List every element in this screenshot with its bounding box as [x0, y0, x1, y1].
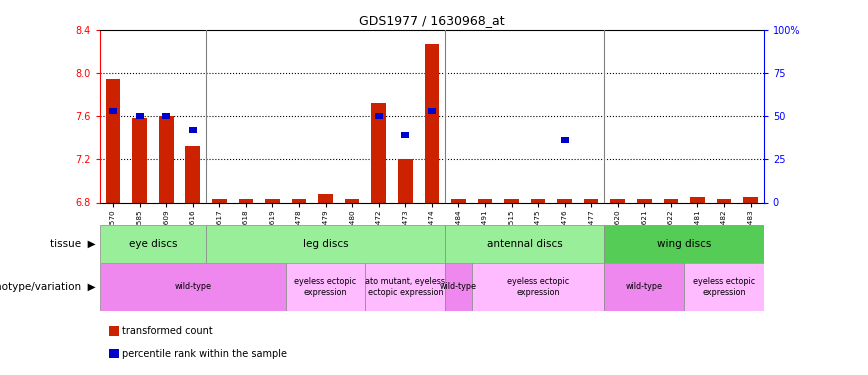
- Text: leg discs: leg discs: [303, 239, 348, 249]
- Text: transformed count: transformed count: [122, 326, 213, 336]
- Bar: [319, 194, 333, 202]
- Title: GDS1977 / 1630968_at: GDS1977 / 1630968_at: [359, 15, 504, 27]
- Bar: [445, 225, 604, 262]
- Bar: [584, 199, 599, 202]
- Bar: [372, 104, 386, 202]
- Bar: [109, 108, 117, 114]
- Text: percentile rank within the sample: percentile rank within the sample: [122, 349, 286, 358]
- Bar: [717, 199, 732, 202]
- Bar: [401, 132, 409, 138]
- Bar: [428, 108, 436, 114]
- Text: wing discs: wing discs: [657, 239, 712, 249]
- Bar: [504, 199, 519, 202]
- Bar: [239, 199, 253, 202]
- Bar: [604, 225, 764, 262]
- Bar: [186, 146, 201, 202]
- Text: eyeless ectopic
expression: eyeless ectopic expression: [294, 277, 357, 297]
- Text: tissue  ▶: tissue ▶: [49, 239, 95, 249]
- Bar: [445, 262, 471, 311]
- Bar: [743, 197, 758, 202]
- Bar: [663, 199, 678, 202]
- Text: ato mutant, eyeless
ectopic expression: ato mutant, eyeless ectopic expression: [365, 277, 445, 297]
- Bar: [265, 199, 279, 202]
- Bar: [398, 159, 412, 202]
- Bar: [610, 199, 625, 202]
- Text: eye discs: eye discs: [128, 239, 177, 249]
- Bar: [206, 225, 445, 262]
- Text: eyeless ectopic
expression: eyeless ectopic expression: [507, 277, 569, 297]
- Bar: [684, 262, 764, 311]
- Text: wild-type: wild-type: [174, 282, 211, 291]
- Bar: [477, 199, 492, 202]
- Bar: [159, 116, 174, 202]
- Bar: [690, 197, 705, 202]
- Text: eyeless ectopic
expression: eyeless ectopic expression: [693, 277, 755, 297]
- Bar: [132, 118, 147, 202]
- Bar: [100, 225, 206, 262]
- Text: antennal discs: antennal discs: [487, 239, 562, 249]
- Text: genotype/variation  ▶: genotype/variation ▶: [0, 282, 95, 292]
- Bar: [212, 199, 227, 202]
- Bar: [365, 262, 445, 311]
- Bar: [424, 44, 439, 203]
- Bar: [345, 199, 359, 202]
- Text: wild-type: wild-type: [626, 282, 663, 291]
- Bar: [604, 262, 684, 311]
- Bar: [557, 199, 572, 202]
- Bar: [292, 199, 306, 202]
- Bar: [451, 199, 466, 202]
- Text: wild-type: wild-type: [440, 282, 477, 291]
- Bar: [106, 78, 121, 203]
- Bar: [162, 113, 170, 119]
- Bar: [637, 199, 652, 202]
- Bar: [471, 262, 604, 311]
- Bar: [100, 262, 286, 311]
- Bar: [189, 127, 197, 133]
- Bar: [561, 137, 569, 143]
- Bar: [135, 113, 143, 119]
- Bar: [375, 113, 383, 119]
- Bar: [530, 199, 545, 202]
- Bar: [286, 262, 365, 311]
